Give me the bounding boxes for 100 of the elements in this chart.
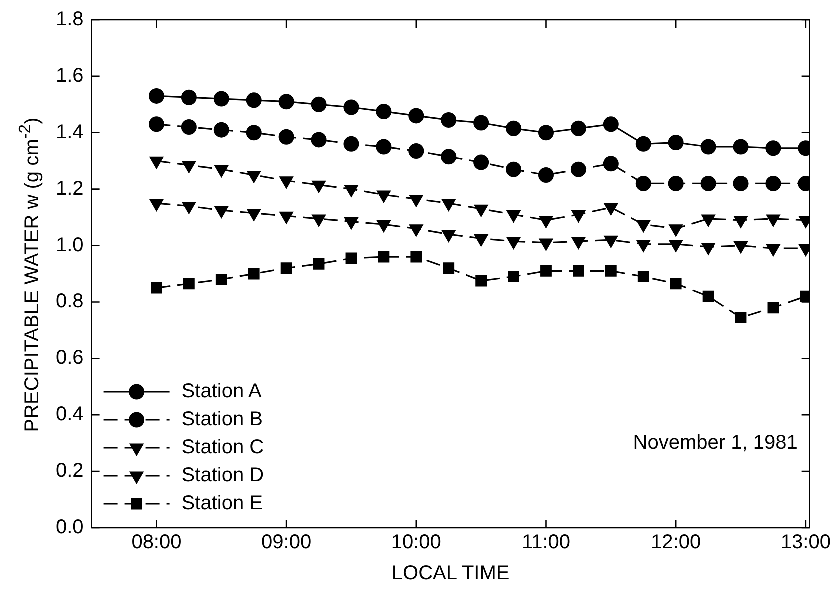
point <box>766 244 780 256</box>
point <box>603 116 619 132</box>
point <box>214 91 230 107</box>
point <box>474 154 490 170</box>
point <box>766 176 782 192</box>
point <box>182 202 196 214</box>
point <box>311 132 327 148</box>
point <box>246 92 262 108</box>
point <box>344 100 360 116</box>
point <box>150 199 164 212</box>
point <box>604 203 618 216</box>
point <box>248 268 260 280</box>
x-axis-title: LOCAL TIME <box>392 562 510 585</box>
x-tick-label: 08:00 <box>132 532 182 554</box>
point <box>280 212 294 224</box>
point <box>668 135 684 151</box>
point <box>734 242 748 254</box>
point <box>702 214 716 227</box>
point <box>278 94 294 110</box>
point <box>214 206 228 218</box>
legend-label: Station B <box>182 408 263 431</box>
point <box>214 165 228 178</box>
point <box>246 125 262 141</box>
point <box>605 265 617 277</box>
y-tick-label: 0.0 <box>56 516 84 539</box>
annotation: November 1, 1981 <box>633 432 798 454</box>
point <box>311 96 327 112</box>
point <box>506 120 522 136</box>
point <box>150 156 164 169</box>
point <box>247 209 261 222</box>
x-tick-label: 10:00 <box>391 532 442 554</box>
point <box>669 240 683 252</box>
point <box>636 176 652 192</box>
point <box>768 302 780 314</box>
point <box>603 156 619 172</box>
point <box>538 125 554 141</box>
point <box>702 242 716 255</box>
point <box>604 236 618 248</box>
point <box>408 143 424 159</box>
point <box>312 214 326 227</box>
point <box>183 278 195 290</box>
point <box>443 262 455 274</box>
point <box>668 176 684 192</box>
point <box>312 180 326 193</box>
point <box>474 115 490 131</box>
point <box>442 199 456 212</box>
point <box>247 170 261 183</box>
point <box>344 218 358 230</box>
point <box>733 139 749 155</box>
point <box>410 251 422 263</box>
point <box>733 176 749 192</box>
point <box>410 194 424 207</box>
point <box>638 271 650 283</box>
point <box>506 210 521 222</box>
point <box>377 190 391 203</box>
x-tick-label: 09:00 <box>262 532 312 554</box>
point <box>344 136 360 152</box>
point <box>734 216 748 228</box>
y-tick-label: 1.8 <box>56 8 84 31</box>
point <box>669 224 683 237</box>
point <box>441 112 457 128</box>
point <box>408 108 424 124</box>
point <box>214 122 230 138</box>
point <box>700 139 716 155</box>
y-tick-label: 0.4 <box>56 404 84 426</box>
point <box>636 220 650 232</box>
point <box>508 271 520 283</box>
point <box>735 312 747 324</box>
point <box>376 104 392 120</box>
point <box>280 176 294 189</box>
point <box>570 120 586 136</box>
point <box>670 278 682 290</box>
point <box>148 88 164 104</box>
point <box>766 214 780 227</box>
point <box>181 119 197 135</box>
y-tick-label: 1.6 <box>56 64 84 87</box>
x-tick-label: 12:00 <box>651 532 702 554</box>
point <box>538 167 554 183</box>
y-tick-label: 1.2 <box>56 178 84 200</box>
legend-label: Station A <box>182 380 263 403</box>
legend-label: Station C <box>182 436 264 459</box>
point <box>148 116 164 132</box>
point <box>216 274 228 286</box>
point <box>181 90 197 106</box>
y-tick-label: 0.2 <box>56 460 84 482</box>
point <box>346 252 358 264</box>
legend-label: Station D <box>182 464 264 487</box>
point <box>506 162 522 178</box>
point <box>151 282 162 294</box>
point <box>636 136 652 152</box>
point <box>280 262 292 274</box>
point <box>182 161 196 174</box>
point <box>313 258 325 270</box>
point <box>474 234 488 246</box>
point <box>766 140 782 156</box>
y-tick-label: 0.6 <box>56 347 84 370</box>
point <box>506 237 521 250</box>
point <box>573 265 584 277</box>
point <box>702 290 714 302</box>
x-tick-label: 11:00 <box>522 532 571 554</box>
